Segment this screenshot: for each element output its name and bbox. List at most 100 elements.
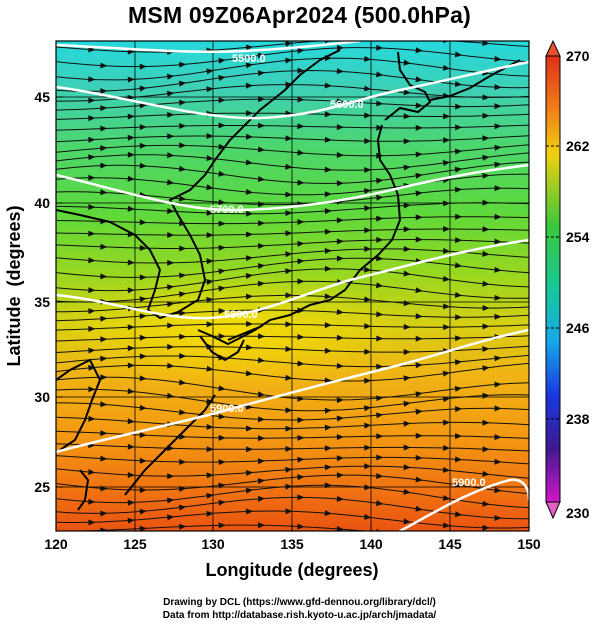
- streamline: [56, 47, 529, 68]
- wind-arrowhead: [403, 323, 411, 330]
- wind-arrowhead: [206, 258, 214, 265]
- wind-arrowhead: [297, 258, 305, 265]
- wind-arrowhead: [218, 97, 226, 104]
- wind-arrowhead: [482, 305, 490, 311]
- wind-arrowhead: [206, 365, 214, 372]
- wind-arrowhead: [139, 124, 147, 131]
- wind-arrowhead: [403, 164, 411, 171]
- x-tick-label: 145: [438, 536, 462, 552]
- wind-arrowhead: [139, 508, 147, 515]
- wind-arrowhead: [482, 500, 490, 507]
- wind-arrowhead: [218, 199, 226, 206]
- wind-arrowhead: [494, 238, 502, 245]
- wind-arrowhead: [494, 55, 502, 62]
- wind-arrowhead: [285, 508, 293, 515]
- wind-arrowhead: [166, 179, 175, 186]
- wind-arrowhead: [285, 163, 293, 170]
- wind-arrowhead: [167, 133, 175, 140]
- wind-arrowhead: [100, 455, 108, 462]
- wind-arrowhead: [218, 244, 226, 251]
- warm-anomaly: [56, 270, 410, 390]
- wind-arrowhead: [297, 219, 305, 225]
- y-tick-label: 25: [34, 479, 50, 495]
- wind-arrowhead: [257, 280, 266, 287]
- wind-arrowhead: [482, 172, 490, 179]
- wind-arrowhead: [285, 425, 293, 432]
- wind-arrowhead: [494, 185, 502, 192]
- wind-arrowhead: [336, 44, 344, 51]
- wind-arrowhead: [364, 205, 372, 212]
- wind-arrowhead: [88, 469, 96, 475]
- x-tick-label: 130: [201, 536, 225, 552]
- wind-arrowhead: [324, 424, 332, 431]
- wind-arrowhead: [494, 144, 502, 151]
- wind-arrowhead: [206, 321, 214, 328]
- streamline: [56, 430, 529, 439]
- wind-arrowhead: [88, 257, 96, 264]
- wind-arrowhead: [285, 41, 293, 47]
- wind-arrowhead: [482, 446, 490, 453]
- colorbar-tick-label: 254: [566, 229, 590, 245]
- wind-arrowhead: [297, 360, 305, 367]
- wind-arrowhead: [336, 397, 344, 404]
- wind-arrowhead: [297, 456, 305, 463]
- wind-arrowhead: [455, 406, 463, 413]
- wind-arrowhead: [139, 525, 147, 531]
- wind-arrowhead: [324, 111, 332, 118]
- wind-arrowhead: [454, 166, 463, 173]
- wind-arrowhead: [100, 125, 108, 132]
- wind-arrowhead: [88, 347, 96, 354]
- wind-arrowhead: [454, 148, 463, 155]
- wind-arrowhead: [415, 172, 423, 179]
- wind-arrowhead: [403, 420, 411, 427]
- wind-arrowhead: [455, 186, 463, 193]
- wind-arrowhead: [178, 291, 187, 298]
- y-tick-label: 30: [34, 389, 50, 405]
- wind-arrowhead: [403, 202, 411, 209]
- wind-arrowhead: [415, 190, 423, 197]
- wind-arrowhead: [376, 282, 384, 289]
- wind-arrowhead: [100, 485, 108, 492]
- wind-arrowhead: [285, 466, 293, 473]
- wind-arrowhead: [403, 400, 411, 407]
- wind-arrowhead: [494, 381, 502, 388]
- contour-label-6: 5900.0: [452, 477, 486, 489]
- wind-arrowhead: [297, 474, 305, 481]
- wind-arrowhead: [482, 41, 490, 46]
- wind-arrowhead: [178, 504, 187, 511]
- wind-arrowhead: [179, 245, 187, 252]
- wind-arrowhead: [482, 280, 490, 287]
- colorbar-tick-label: 230: [566, 505, 590, 521]
- wind-arrowhead: [206, 423, 214, 430]
- wind-arrowhead: [324, 191, 332, 198]
- streamline: [56, 144, 529, 157]
- streamline: [56, 309, 529, 322]
- wind-arrowhead: [257, 52, 266, 59]
- wind-arrowhead: [482, 323, 490, 330]
- wind-arrowhead: [494, 458, 502, 465]
- wind-arrowhead: [167, 232, 175, 238]
- footer-credit-data: Data from http://database.rish.kyoto-u.a…: [162, 610, 437, 621]
- wind-arrowhead: [455, 456, 463, 463]
- wind-arrowhead: [167, 343, 175, 350]
- wind-arrowhead: [297, 494, 305, 501]
- wind-arrowhead: [127, 134, 135, 141]
- wind-arrowhead: [364, 323, 372, 330]
- wind-arrowhead: [245, 44, 254, 51]
- wind-arrowhead: [246, 508, 254, 515]
- wind-arrowhead: [285, 346, 293, 352]
- wind-arrowhead: [324, 482, 332, 489]
- wind-arrowhead: [100, 189, 108, 196]
- wind-arrowhead: [88, 364, 96, 371]
- wind-arrowhead: [100, 510, 108, 517]
- streamline: [56, 238, 529, 249]
- wind-arrowhead: [218, 308, 226, 314]
- wind-arrowhead: [100, 315, 108, 322]
- wind-arrowhead: [139, 457, 147, 464]
- wind-arrowhead: [245, 470, 254, 476]
- colorbar: 270 262 254 246 238 230: [545, 39, 590, 521]
- wind-arrowhead: [482, 419, 490, 426]
- wind-arrowhead: [297, 149, 305, 156]
- wind-arrowhead: [324, 377, 332, 384]
- wind-arrowhead: [494, 355, 502, 362]
